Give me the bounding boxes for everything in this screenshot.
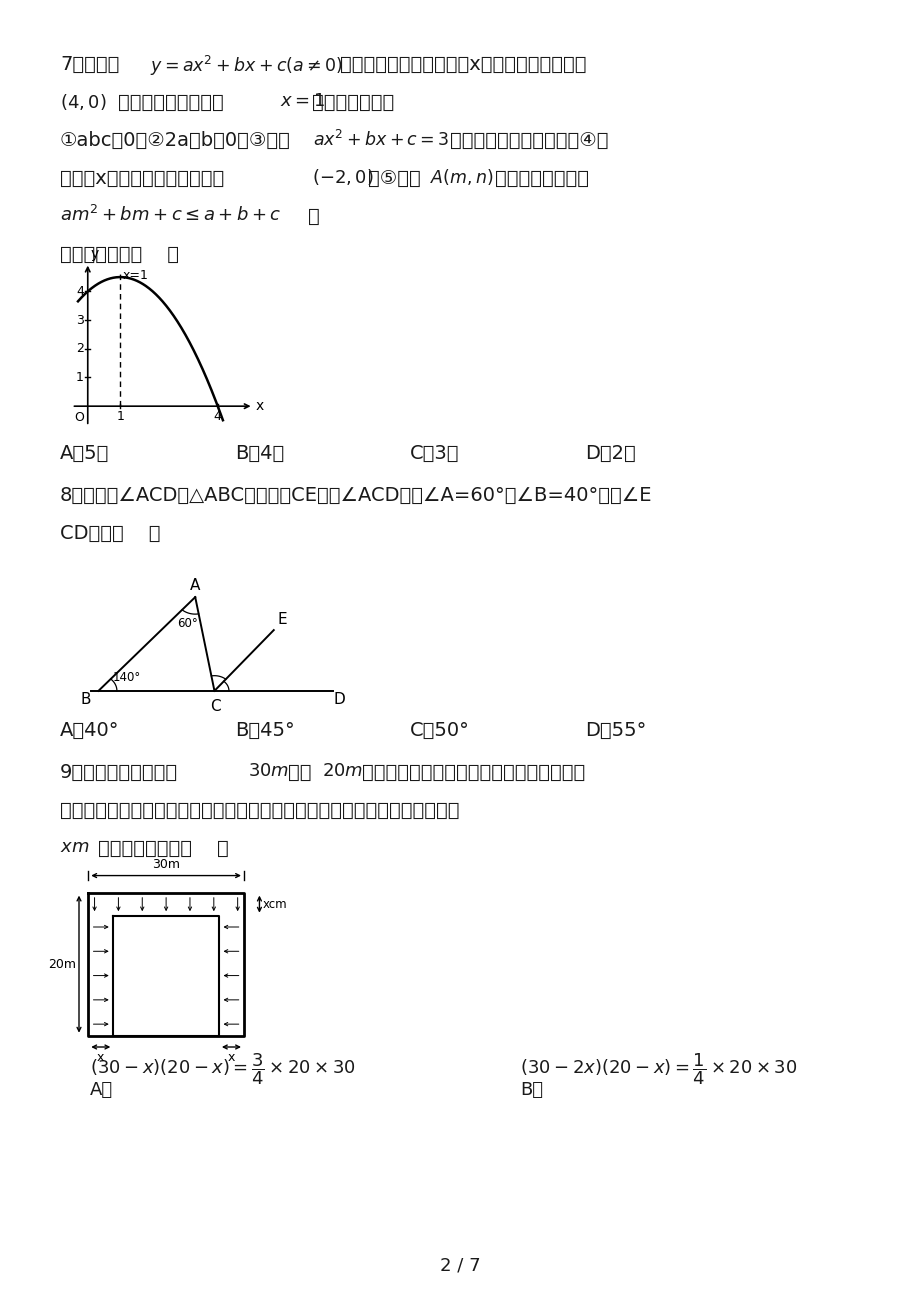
Text: x: x (228, 1051, 235, 1064)
Text: A．40°: A．40° (60, 721, 119, 740)
Text: $(30-2x)(20-x)=\dfrac{1}{4}\times 20\times 30$: $(30-2x)(20-x)=\dfrac{1}{4}\times 20\tim… (519, 1051, 797, 1087)
Text: C．3个: C．3个 (410, 444, 459, 464)
Text: D．2个: D．2个 (584, 444, 635, 464)
Text: y: y (91, 247, 99, 262)
Text: A．: A． (90, 1081, 113, 1099)
Text: ①abc＞0；②2a＋b＝0；③方程: ①abc＞0；②2a＋b＝0；③方程 (60, 132, 290, 150)
Text: D: D (333, 691, 345, 707)
Text: $A(m,n)$: $A(m,n)$ (429, 167, 494, 187)
Text: $ax^2+bx+c=3$: $ax^2+bx+c=3$ (312, 130, 449, 150)
Text: 的部分图象如图所示，与x轴的一个交点坐标为: 的部分图象如图所示，与x轴的一个交点坐标为 (340, 55, 586, 74)
Text: $am^2+bm+c\leq a+b+c$: $am^2+bm+c\leq a+b+c$ (60, 204, 281, 225)
Text: B．: B． (519, 1081, 542, 1099)
Text: 1: 1 (116, 410, 124, 423)
Text: B．4个: B．4个 (234, 444, 284, 464)
Text: ；⑤若点: ；⑤若点 (368, 169, 420, 187)
Text: A: A (190, 578, 200, 592)
Text: 20m: 20m (48, 958, 75, 971)
Text: 其中正确的有（    ）: 其中正确的有（ ） (60, 245, 179, 264)
Text: $(30-x)(20-x)=\dfrac{3}{4}\times 20\times 30$: $(30-x)(20-x)=\dfrac{3}{4}\times 20\time… (90, 1051, 356, 1087)
Text: 30m: 30m (152, 858, 180, 871)
Text: 4: 4 (76, 285, 84, 298)
Text: E: E (278, 612, 287, 626)
Text: $(-2,0)$: $(-2,0)$ (312, 167, 373, 187)
Text: 。: 。 (308, 207, 320, 227)
Text: 8．如图，∠ACD是△ABC的外角，CE平分∠ACD，若∠A=60°，∠B=40°，则∠E: 8．如图，∠ACD是△ABC的外角，CE平分∠ACD，若∠A=60°，∠B=40… (60, 486, 652, 505)
Text: 1: 1 (76, 371, 84, 384)
Text: 2 / 7: 2 / 7 (439, 1256, 480, 1273)
Text: ，宽: ，宽 (288, 763, 312, 783)
Text: $x=1$: $x=1$ (279, 92, 324, 109)
Text: CD等于（    ）: CD等于（ ） (60, 523, 160, 543)
Text: C: C (210, 699, 221, 713)
Text: ，抛物线的对称轴是: ，抛物线的对称轴是 (118, 92, 223, 112)
Text: ，下列结论中：: ，下列结论中： (312, 92, 394, 112)
Text: B．45°: B．45° (234, 721, 294, 740)
Text: O: O (74, 411, 84, 424)
Text: 的矩形空地，计划在这块空地上划出四分之: 的矩形空地，计划在这块空地上划出四分之 (361, 763, 584, 783)
Text: x: x (255, 400, 263, 413)
Text: $20m$: $20m$ (322, 762, 363, 780)
Text: 7．抛物线: 7．抛物线 (60, 55, 119, 74)
Text: 2: 2 (76, 342, 84, 355)
Text: $(4,0)$: $(4,0)$ (60, 92, 107, 112)
Text: C．50°: C．50° (410, 721, 470, 740)
Text: $xm$: $xm$ (60, 838, 89, 855)
Text: B: B (80, 691, 90, 707)
Text: 在该抛物线上，则: 在该抛物线上，则 (494, 169, 588, 187)
Text: D．55°: D．55° (584, 721, 646, 740)
Text: 9．扬帆中学有一块长: 9．扬帆中学有一块长 (60, 763, 178, 783)
Text: x: x (97, 1051, 105, 1064)
Text: $30m$: $30m$ (248, 762, 289, 780)
Text: 4: 4 (213, 410, 221, 423)
Text: 有两个不相等的实数根；④抛: 有两个不相等的实数根；④抛 (449, 132, 607, 150)
Text: 140°: 140° (113, 671, 141, 684)
Text: 3: 3 (76, 314, 84, 327)
Text: xcm: xcm (262, 897, 287, 910)
Text: 物线与x轴的另一个交点坐标为: 物线与x轴的另一个交点坐标为 (60, 169, 224, 187)
Text: $y=ax^2+bx+c(a\neq 0)$: $y=ax^2+bx+c(a\neq 0)$ (150, 53, 342, 78)
Text: 60°: 60° (177, 617, 198, 630)
Text: 一的区域种花，小禹同学设计方案如图所示，求花带的宽度．设花带的宽度为: 一的区域种花，小禹同学设计方案如图所示，求花带的宽度．设花带的宽度为 (60, 801, 459, 820)
Text: ，则可列方程为（    ）: ，则可列方程为（ ） (98, 838, 229, 858)
Text: x=1: x=1 (123, 270, 149, 283)
Text: A．5个: A．5个 (60, 444, 109, 464)
